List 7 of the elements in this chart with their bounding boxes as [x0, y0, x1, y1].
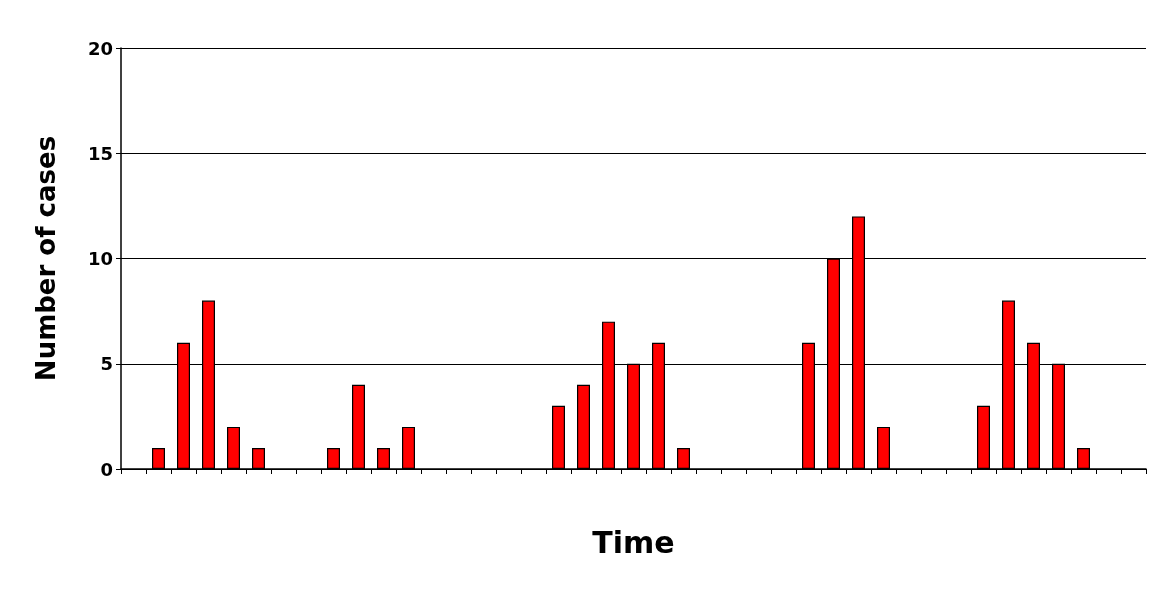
- x-axis-title: Time: [592, 524, 675, 560]
- y-tick-label: 15: [87, 142, 113, 164]
- y-tick-label: 0: [100, 458, 113, 480]
- y-axis-title: Number of cases: [31, 135, 61, 382]
- y-tick-label: 20: [87, 37, 113, 59]
- y-tick-label: 10: [87, 248, 113, 269]
- y-tick-label: 5: [100, 353, 113, 375]
